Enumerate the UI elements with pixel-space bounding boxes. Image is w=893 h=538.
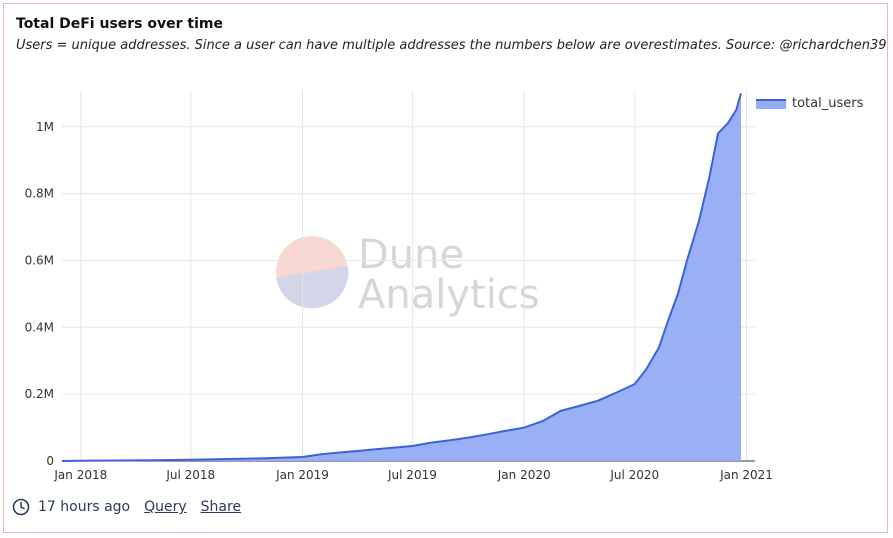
timestamp: 17 hours ago xyxy=(12,498,130,516)
time-ago-text: 17 hours ago xyxy=(38,499,131,515)
x-tick-label: Jul 2020 xyxy=(609,468,659,482)
footer: 17 hours ago Query Share xyxy=(12,498,241,516)
y-tick-label: 0 xyxy=(46,454,54,468)
watermark-logo-bottom xyxy=(276,266,349,309)
x-tick-label: Jan 2021 xyxy=(719,468,773,482)
x-tick-label: Jan 2020 xyxy=(497,468,551,482)
x-tick-label: Jan 2018 xyxy=(53,468,107,482)
x-tick-label: Jul 2018 xyxy=(165,468,215,482)
y-tick-label: 0.4M xyxy=(25,320,54,334)
chart-title: Total DeFi users over time xyxy=(16,16,223,32)
legend-swatch xyxy=(756,98,786,109)
query-link[interactable]: Query xyxy=(144,499,187,515)
chart-subtitle: Users = unique addresses. Since a user c… xyxy=(16,38,887,53)
watermark-line1: Dune xyxy=(358,232,464,278)
watermark-line2: Analytics xyxy=(358,272,540,318)
y-tick-label: 0.6M xyxy=(25,253,54,267)
area-fill-total-users xyxy=(62,93,741,462)
y-tick-label: 0.2M xyxy=(25,387,54,401)
y-tick-label: 1M xyxy=(36,120,54,134)
x-tick-label: Jul 2019 xyxy=(387,468,437,482)
clock-icon xyxy=(12,498,30,516)
legend-label: total_users xyxy=(792,96,864,111)
y-tick-label: 0.8M xyxy=(25,187,54,201)
share-link[interactable]: Share xyxy=(200,499,242,515)
legend[interactable]: total_users xyxy=(756,96,863,111)
series-line-total-users xyxy=(61,93,742,462)
x-tick-label: Jan 2019 xyxy=(275,468,329,482)
